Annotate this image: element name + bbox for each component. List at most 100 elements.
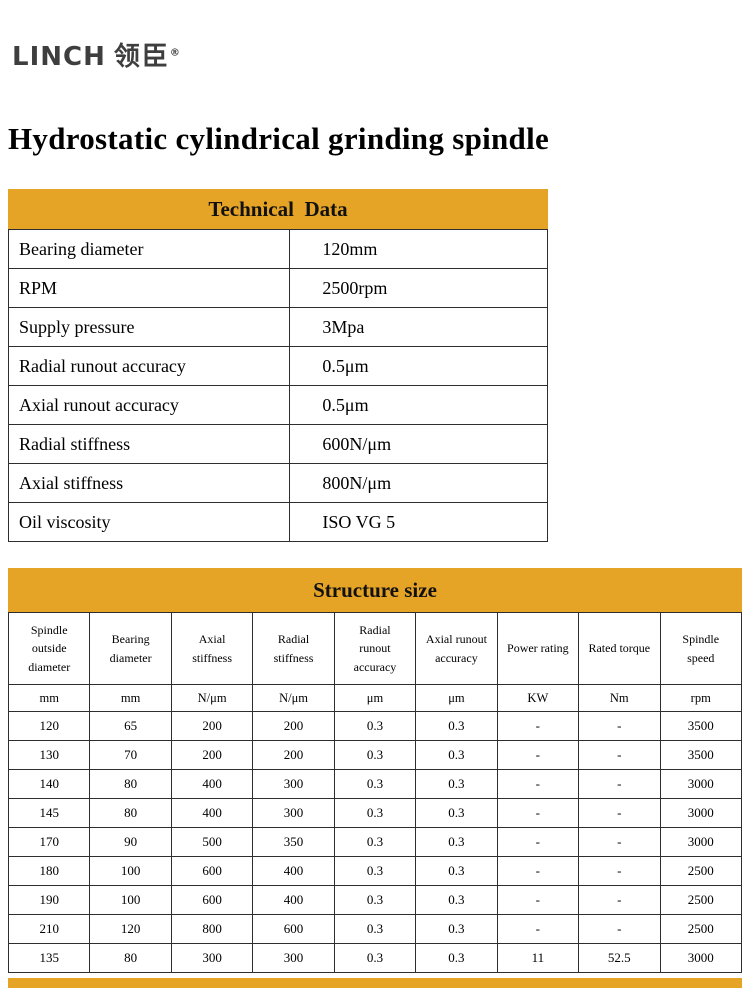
structure-cell: 0.3 [333, 885, 417, 915]
structure-cell: 3000 [659, 827, 742, 857]
structure-cell: 100 [89, 856, 172, 886]
structure-row: 180 100 600 400 0.3 0.3- -2500 [7, 856, 742, 886]
structure-cell: 0.3 [333, 914, 417, 944]
structure-cell: 80 [89, 943, 172, 973]
structure-cell: 350 [252, 827, 335, 857]
technical-row: Bearing diameter 120mm [7, 229, 548, 269]
technical-row-value: 600N/μm [289, 424, 548, 464]
structure-cell: 3000 [659, 769, 742, 799]
technical-table-title: Technical Data [8, 189, 548, 229]
technical-row-value: 120mm [289, 229, 548, 269]
structure-cell: 0.3 [333, 856, 417, 886]
structure-cell: 3500 [659, 740, 742, 770]
structure-unit-cell: mm [7, 684, 91, 712]
structure-cell: 65 [89, 711, 172, 741]
structure-row: 210 120 800 600 0.3 0.3- -2500 [7, 914, 742, 944]
technical-row-label: Bearing diameter [7, 229, 291, 269]
technical-row-value: 800N/μm [289, 463, 548, 503]
structure-cell: - [496, 711, 580, 741]
technical-row-label: Axial runout accuracy [7, 385, 291, 425]
structure-column-header: Power rating [496, 612, 580, 685]
structure-row: 120 65 200 200 0.3 0.3- -3500 [7, 711, 742, 741]
structure-cell: 300 [170, 943, 254, 973]
structure-cell: - [578, 885, 661, 915]
structure-cell: 0.3 [415, 914, 498, 944]
structure-unit-cell: N/μm [170, 684, 254, 712]
structure-cell: - [496, 856, 580, 886]
structure-unit-cell: KW [496, 684, 580, 712]
next-section-header-partial [8, 978, 742, 988]
structure-cell: 400 [170, 798, 254, 828]
structure-cell: - [496, 740, 580, 770]
structure-cell: 500 [170, 827, 254, 857]
structure-cell: - [578, 711, 661, 741]
structure-cell: 600 [170, 856, 254, 886]
structure-cell: 300 [252, 798, 335, 828]
structure-cell: 0.3 [333, 943, 417, 973]
technical-row-label: Oil viscosity [7, 502, 291, 542]
structure-unit-cell: N/μm [252, 684, 335, 712]
technical-row-value: 3Mpa [289, 307, 548, 347]
structure-units-row: mm mm N/μm N/μm μm μm KW Nm rpm [7, 684, 742, 712]
structure-cell: 145 [7, 798, 91, 828]
structure-cell: 120 [89, 914, 172, 944]
structure-cell: 200 [170, 740, 254, 770]
technical-row: Supply pressure 3Mpa [7, 307, 548, 347]
brand-logo-latin: LINCH [12, 42, 106, 72]
structure-cell: 80 [89, 769, 172, 799]
structure-cell: 400 [252, 885, 335, 915]
brand-logo-chinese: 领臣 [113, 42, 170, 72]
structure-column-header: Rated torque [578, 612, 661, 685]
structure-cell: - [578, 740, 661, 770]
structure-column-header: Radial runout accuracy [333, 612, 417, 685]
structure-cell: 0.3 [333, 798, 417, 828]
structure-row: 190 100 600 400 0.3 0.3- -2500 [7, 885, 742, 915]
structure-cell: - [578, 769, 661, 799]
structure-row: 130 70 200 200 0.3 0.3- -3500 [7, 740, 742, 770]
technical-row-label: Radial runout accuracy [7, 346, 291, 386]
structure-cell: 0.3 [415, 740, 498, 770]
structure-column-header: Spindle outside diameter [7, 612, 91, 685]
structure-cell: 400 [252, 856, 335, 886]
structure-size-section: Structure size Spindle outside diameter B… [7, 568, 742, 973]
structure-cell: 3000 [659, 943, 742, 973]
structure-unit-cell: μm [333, 684, 417, 712]
structure-cell: 190 [7, 885, 91, 915]
structure-cell: 0.3 [415, 943, 498, 973]
technical-row-value: ISO VG 5 [289, 502, 548, 542]
structure-cell: - [496, 798, 580, 828]
technical-table-body: Bearing diameter 120mm RPM 2500rpm Supply pr… [7, 229, 548, 542]
structure-cell: 0.3 [415, 885, 498, 915]
structure-cell: 2500 [659, 914, 742, 944]
brand-logo: LINCH 领臣® [8, 0, 742, 73]
structure-unit-cell: μm [415, 684, 498, 712]
technical-row-value: 2500rpm [289, 268, 548, 308]
structure-cell: 3500 [659, 711, 742, 741]
structure-cell: 200 [252, 711, 335, 741]
structure-cell: 11 [496, 943, 580, 973]
structure-cell: 600 [170, 885, 254, 915]
structure-row: 140 80 400 300 0.3 0.3- -3000 [7, 769, 742, 799]
structure-cell: - [496, 885, 580, 915]
structure-cell: 0.3 [333, 769, 417, 799]
structure-cell: 0.3 [333, 740, 417, 770]
structure-cell: 52.5 [578, 943, 661, 973]
structure-cell: 210 [7, 914, 91, 944]
structure-column-header: Axial stiffness [170, 612, 254, 685]
structure-cell: 400 [170, 769, 254, 799]
structure-cell: 170 [7, 827, 91, 857]
structure-cell: 200 [170, 711, 254, 741]
structure-unit-cell: mm [89, 684, 172, 712]
technical-row: Radial runout accuracy 0.5μm [7, 346, 548, 386]
structure-cell: 300 [252, 769, 335, 799]
structure-unit-cell: Nm [578, 684, 661, 712]
structure-cell: - [578, 827, 661, 857]
structure-cell: 0.3 [415, 798, 498, 828]
technical-row-label: Supply pressure [7, 307, 291, 347]
structure-cell: 140 [7, 769, 91, 799]
structure-cell: - [578, 798, 661, 828]
structure-column-header: Spindle speed [659, 612, 742, 685]
technical-row: Axial stiffness 800N/μm [7, 463, 548, 503]
page-title: Hydrostatic cylindrical grinding spindle [8, 121, 550, 156]
structure-cell: 180 [7, 856, 91, 886]
